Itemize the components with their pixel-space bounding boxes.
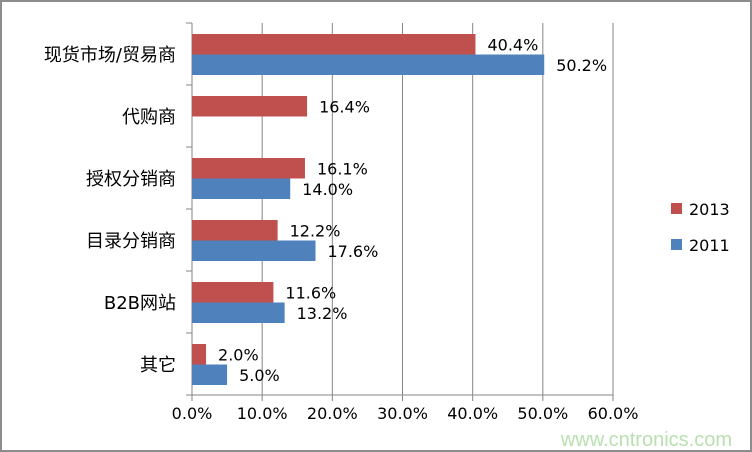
bar-2013 [192,96,308,117]
bar-2011 [192,364,228,385]
x-tick-label: 40.0% [447,404,498,423]
x-tick-label: 50.0% [517,404,568,423]
data-label: 50.2% [556,56,607,75]
bar-2011 [192,302,285,323]
data-label: 17.6% [327,242,378,261]
category-label: 其它 [140,355,176,376]
legend-label: 2013 [689,200,730,219]
watermark: www.cntronics.com [560,429,732,451]
data-label: 12.2% [290,221,341,240]
x-tick-label: 30.0% [377,404,428,423]
category-label: 授权分销商 [86,169,176,190]
bar-2013 [192,344,207,365]
data-label: 13.2% [297,304,348,323]
category-label: 代购商 [122,107,176,128]
x-tick-label: 10.0% [237,404,288,423]
data-label: 16.1% [317,159,368,178]
data-label: 14.0% [302,180,353,199]
legend-label: 2011 [689,236,730,255]
x-tick-label: 20.0% [307,404,358,423]
data-label: 5.0% [239,366,280,385]
x-tick-label: 60.0% [588,404,639,423]
data-label: 40.4% [487,35,538,54]
bar-2013 [192,34,476,55]
bar-2011 [192,178,291,199]
category-label: 现货市场/贸易商 [44,45,176,66]
bar-2011 [192,240,316,261]
data-label: 2.0% [218,345,259,364]
data-label: 11.6% [285,283,336,302]
data-label: 16.4% [319,97,370,116]
bar-2013 [192,282,274,303]
bar-2013 [192,220,278,241]
legend-swatch-2011 [671,239,682,250]
category-label: 目录分销商 [86,231,176,252]
legend-swatch-2013 [671,203,682,214]
x-tick-label: 0.0% [172,404,213,423]
bar-2013 [192,158,305,179]
bar-2011 [192,54,545,75]
category-label: B2B网站 [104,293,176,314]
